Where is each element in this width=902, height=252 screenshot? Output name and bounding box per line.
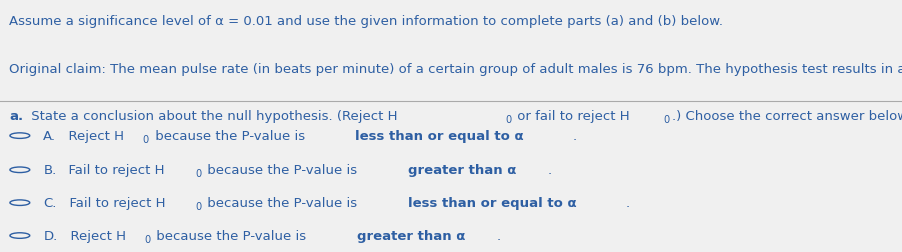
Text: less than or equal to α: less than or equal to α <box>355 130 524 143</box>
Text: 0: 0 <box>196 201 202 211</box>
Text: greater than α: greater than α <box>356 229 465 242</box>
Text: because the P-value is: because the P-value is <box>204 197 362 209</box>
Text: Fail to reject H: Fail to reject H <box>60 164 165 177</box>
Text: Reject H: Reject H <box>60 130 124 143</box>
Text: .: . <box>496 229 501 242</box>
Text: .) Choose the correct answer below.: .) Choose the correct answer below. <box>672 110 902 122</box>
Text: because the P-value is: because the P-value is <box>203 164 362 177</box>
Text: 0: 0 <box>505 114 511 124</box>
Text: B.: B. <box>43 164 57 177</box>
Text: Reject H: Reject H <box>61 229 125 242</box>
Text: Assume a significance level of α = 0.01 and use the given information to complet: Assume a significance level of α = 0.01 … <box>9 15 723 28</box>
Text: C.: C. <box>43 197 57 209</box>
Text: .: . <box>573 130 576 143</box>
Text: 0: 0 <box>195 168 201 178</box>
Text: D.: D. <box>43 229 58 242</box>
Text: Fail to reject H: Fail to reject H <box>60 197 165 209</box>
Text: 0: 0 <box>144 234 151 244</box>
Text: or fail to reject H: or fail to reject H <box>513 110 630 122</box>
Text: .: . <box>548 164 552 177</box>
Text: A.: A. <box>43 130 56 143</box>
Text: because the P-value is: because the P-value is <box>152 229 310 242</box>
Text: greater than α: greater than α <box>408 164 516 177</box>
Text: Original claim: The mean pulse rate (in beats per minute) of a certain group of : Original claim: The mean pulse rate (in … <box>9 63 902 76</box>
Text: 0: 0 <box>664 114 670 124</box>
Text: less than or equal to α: less than or equal to α <box>408 197 576 209</box>
Text: 0: 0 <box>143 134 149 144</box>
Text: a.: a. <box>9 110 23 122</box>
Text: because the P-value is: because the P-value is <box>151 130 309 143</box>
Text: State a conclusion about the null hypothesis. (Reject H: State a conclusion about the null hypoth… <box>27 110 398 122</box>
Text: .: . <box>625 197 630 209</box>
